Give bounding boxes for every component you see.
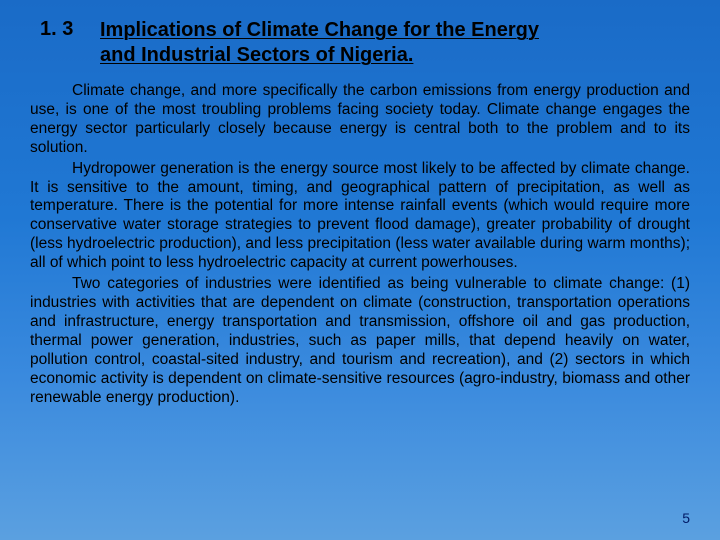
body-text: Climate change, and more specifically th… xyxy=(30,82,690,407)
section-title-line2: and Industrial Sectors of Nigeria. xyxy=(100,44,413,66)
paragraph-3: Two categories of industries were identi… xyxy=(30,275,690,407)
paragraph-2: Hydropower generation is the energy sour… xyxy=(30,160,690,273)
section-title: Implications of Climate Change for the E… xyxy=(100,18,539,68)
section-title-line1: Implications of Climate Change for the E… xyxy=(100,19,539,41)
heading-row: 1. 3 Implications of Climate Change for … xyxy=(30,18,690,68)
paragraph-1: Climate change, and more specifically th… xyxy=(30,82,690,158)
slide: 1. 3 Implications of Climate Change for … xyxy=(0,0,720,540)
page-number: 5 xyxy=(682,510,690,526)
section-number: 1. 3 xyxy=(30,18,100,41)
